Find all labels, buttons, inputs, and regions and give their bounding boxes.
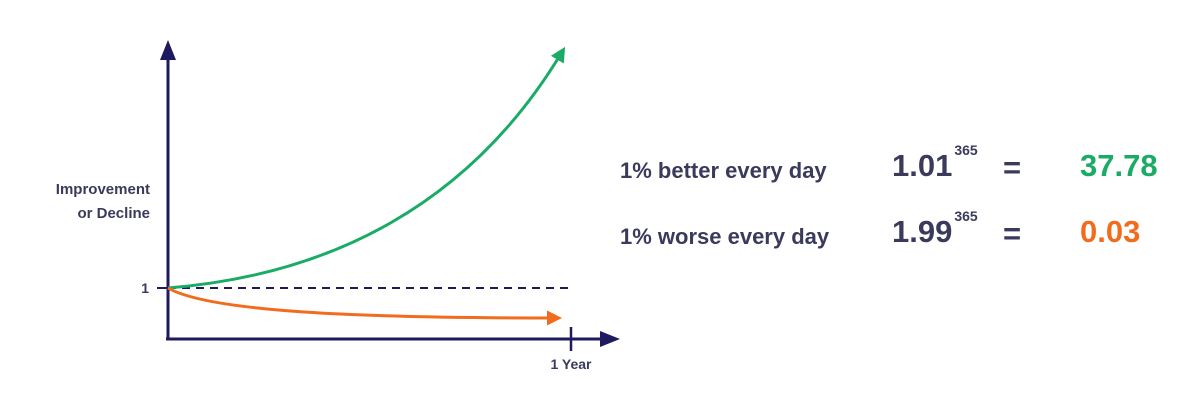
y-axis-label-line-1: Improvement	[55, 181, 150, 198]
equals-sign: =	[1003, 150, 1022, 185]
formula-base: 1.01 365	[892, 142, 978, 184]
row-label: 1% better every day	[620, 158, 827, 183]
result-value: 0.03	[1080, 214, 1141, 249]
row-label: 1% worse every day	[620, 224, 830, 249]
series-line-worse	[167, 286, 562, 326]
result-value: 37.78	[1080, 148, 1158, 183]
growth-chart: 1 Year 1	[141, 40, 620, 372]
formula-exponent: 365	[954, 142, 978, 158]
y-axis-arrowhead	[160, 40, 176, 60]
comparison-table: 1% better every day 1.01 365 = 37.78 1% w…	[620, 140, 1180, 272]
row-worse: 1% worse every day 1.99 365 = 0.03	[620, 206, 1180, 272]
formula-base-value: 1.01	[892, 148, 953, 183]
x-axis-arrowhead	[600, 331, 620, 347]
y-axis-label-line-2: or Decline	[77, 205, 150, 222]
x-tick-label: 1 Year	[550, 356, 592, 372]
equals-sign: =	[1003, 216, 1022, 251]
y-tick-label: 1	[141, 280, 149, 296]
formula-exponent: 365	[954, 208, 978, 224]
formula-base-value: 1.99	[892, 214, 953, 249]
series-line-better	[167, 46, 566, 290]
row-better: 1% better every day 1.01 365 = 37.78	[620, 140, 1180, 206]
y-axis-label: Improvement or Decline	[10, 178, 150, 226]
formula-base: 1.99 365	[892, 208, 978, 250]
